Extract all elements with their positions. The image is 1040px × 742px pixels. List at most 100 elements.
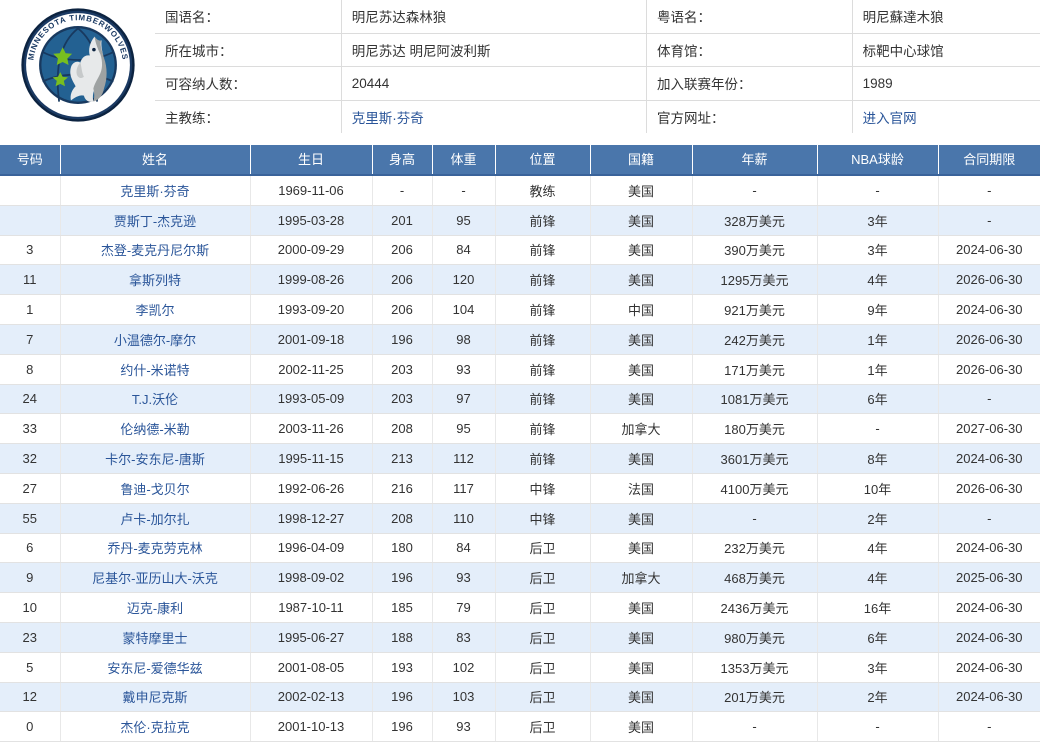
cell-experience: - [817,413,939,445]
cell-name: 卢卡-加尔扎 [60,503,251,534]
cell-weight: 93 [432,711,496,742]
cell-salary: 242万美元 [692,324,818,355]
cell-weight: 79 [432,592,496,623]
table-row: 10 迈克-康利 1987-10-11 185 79 后卫 美国 2436万美元 16年 2024… [0,592,1040,623]
cell-birthday: 1992-06-26 [250,473,373,504]
cell-weight: - [432,175,496,206]
cell-number: 6 [0,533,61,564]
cell-number [0,205,61,236]
cell-salary: 4100万美元 [692,473,818,504]
cell-contract: - [938,175,1040,206]
cell-name: 安东尼-爱德华兹 [60,652,251,683]
player-name-link[interactable]: 安东尼-爱德华兹 [107,660,203,676]
player-name-link[interactable]: 伦纳德-米勒 [120,422,190,438]
head-coach-link[interactable]: 克里斯·芬奇 [351,110,424,126]
table-row: 8 约什-米诺特 2002-11-25 203 93 前锋 美国 171万美元 1年 2026-0… [0,354,1040,385]
player-name-link[interactable]: 小温德尔-摩尔 [113,332,197,348]
cell-weight: 110 [432,503,496,534]
roster-header-row: 号码 姓名 生日 身高 体重 位置 国籍 年薪 NBA球龄 合同期限 [0,145,1040,176]
info-label-capacity: 可容纳人数： [155,66,342,101]
cell-number: 32 [0,443,61,474]
cell-height: 213 [372,443,433,474]
cell-height: 201 [372,205,433,236]
info-value-joined-year: 1989 [851,66,1040,101]
team-logo-cell: MINNESOTA TIMBERWOLVES [0,0,155,130]
cell-height: 196 [372,562,433,594]
cell-salary: 390万美元 [692,235,818,266]
cell-nationality: 美国 [590,622,693,653]
cell-birthday: 1999-08-26 [250,264,373,296]
cell-name: 约什-米诺特 [60,354,251,385]
cell-weight: 93 [432,562,496,594]
player-name-link[interactable]: 杰登-麦克丹尼尔斯 [100,243,210,259]
player-name-link[interactable]: 卢卡-加尔扎 [120,511,190,527]
cell-experience: 6年 [817,384,939,415]
column-header-salary[interactable]: 年薪 [692,145,818,176]
info-row: 国语名： 明尼苏达森林狼 粤语名： 明尼蘇達木狼 [155,0,1040,34]
player-name-link[interactable]: 尼基尔-亚历山大-沃克 [92,571,218,587]
table-row: 0 杰伦·克拉克 2001-10-13 196 93 后卫 美国 - - - [0,711,1040,742]
player-name-link[interactable]: T.J.沃伦 [131,392,179,408]
column-header-birthday[interactable]: 生日 [250,145,373,176]
cell-position: 后卫 [495,652,591,683]
player-name-link[interactable]: 约什-米诺特 [120,362,190,378]
table-row: 7 小温德尔-摩尔 2001-09-18 196 98 前锋 美国 242万美元 1年 2026-… [0,324,1040,355]
cell-experience: 1年 [817,324,939,355]
cell-nationality: 加拿大 [590,413,693,445]
player-name-link[interactable]: 拿斯列特 [128,273,181,289]
cell-experience: 2年 [817,503,939,534]
cell-nationality: 美国 [590,235,693,266]
cell-number: 8 [0,354,61,385]
info-row: 主教练： 克里斯·芬奇 官方网址： 进入官网 [155,99,1040,133]
cell-birthday: 2001-08-05 [250,652,373,683]
player-name-link[interactable]: 乔丹-麦克劳克林 [107,541,203,557]
cell-name: 杰伦·克拉克 [60,711,251,742]
player-name-link[interactable]: 迈克-康利 [126,601,184,617]
table-row: 23 蒙特摩里士 1995-06-27 188 83 后卫 美国 980万美元 6年 2024-0… [0,622,1040,653]
table-row: 12 戴申尼克斯 2002-02-13 196 103 后卫 美国 201万美元 2年 2024-… [0,682,1040,713]
cell-height: 203 [372,354,433,385]
player-name-link[interactable]: 蒙特摩里士 [122,630,188,646]
cell-height: 206 [372,294,433,325]
cell-height: 203 [372,384,433,415]
cell-height: 196 [372,324,433,355]
column-header-position[interactable]: 位置 [495,145,591,176]
cell-name: 尼基尔-亚历山大-沃克 [60,562,251,594]
cell-name: 小温德尔-摩尔 [60,324,251,355]
table-row: 1 李凯尔 1993-09-20 206 104 前锋 中国 921万美元 9年 2024-06-… [0,294,1040,325]
column-header-name[interactable]: 姓名 [60,145,251,176]
cell-salary: 171万美元 [692,354,818,385]
cell-contract: - [938,711,1040,742]
cell-position: 前锋 [495,205,591,236]
cell-position: 前锋 [495,413,591,445]
player-name-link[interactable]: 卡尔-安东尼-唐斯 [105,452,205,468]
column-header-experience[interactable]: NBA球龄 [817,145,939,176]
cell-nationality: 美国 [590,384,693,415]
cell-nationality: 美国 [590,711,693,742]
cell-position: 后卫 [495,711,591,742]
info-label-city: 所在城市： [155,32,342,67]
info-label-cantonese-name: 粤语名： [646,0,853,34]
player-name-link[interactable]: 贾斯丁-杰克逊 [113,213,197,229]
column-header-contract[interactable]: 合同期限 [938,145,1040,176]
cell-birthday: 2001-09-18 [250,324,373,355]
info-value-city: 明尼苏达 明尼阿波利斯 [340,32,648,67]
player-name-link[interactable]: 李凯尔 [135,303,175,319]
player-name-link[interactable]: 克里斯·芬奇 [120,183,190,199]
column-header-nationality[interactable]: 国籍 [590,145,693,176]
official-site-link[interactable]: 进入官网 [862,110,917,126]
column-header-weight[interactable]: 体重 [432,145,496,176]
cell-experience: 3年 [817,235,939,266]
table-row: 5 安东尼-爱德华兹 2001-08-05 193 102 后卫 美国 1353万美元 3年 20… [0,652,1040,683]
table-row: 3 杰登-麦克丹尼尔斯 2000-09-29 206 84 前锋 美国 390万美元 3年 202… [0,235,1040,266]
player-name-link[interactable]: 鲁迪-戈贝尔 [120,481,190,497]
column-header-height[interactable]: 身高 [372,145,433,176]
cell-weight: 117 [432,473,496,504]
column-header-number[interactable]: 号码 [0,145,61,176]
cell-height: 196 [372,682,433,713]
player-name-link[interactable]: 戴申尼克斯 [122,690,188,706]
cell-nationality: 美国 [590,354,693,385]
cell-position: 前锋 [495,354,591,385]
cell-experience: 8年 [817,443,939,474]
cell-weight: 104 [432,294,496,325]
